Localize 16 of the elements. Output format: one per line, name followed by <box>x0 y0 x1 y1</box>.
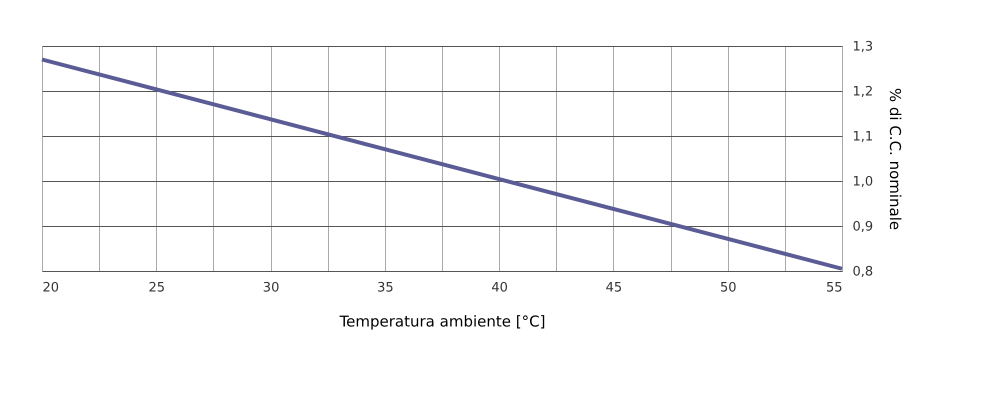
x-tick-label: 55 <box>826 280 842 296</box>
x-tick-label: 30 <box>262 280 280 296</box>
y-tick-label: 0,9 <box>852 220 874 234</box>
x-tick-label: 35 <box>377 280 394 296</box>
y-tick-label: 1,3 <box>852 40 874 54</box>
y-axis-title: % di C.C. nominale <box>886 88 904 230</box>
x-axis-title: Temperatura ambiente [°C] <box>338 312 546 330</box>
y-tick-label: 1,2 <box>852 84 874 100</box>
y-tick-label: 1,0 <box>852 174 874 190</box>
y-tick-label: 1,1 <box>852 130 874 144</box>
x-tick-label: 25 <box>148 280 166 296</box>
x-tick-label: 40 <box>491 280 508 296</box>
x-tick-label: 45 <box>606 280 622 296</box>
x-tick-label: 50 <box>720 280 736 296</box>
y-tick-label: 0,8 <box>852 264 874 280</box>
x-tick-label: 20 <box>42 280 60 296</box>
